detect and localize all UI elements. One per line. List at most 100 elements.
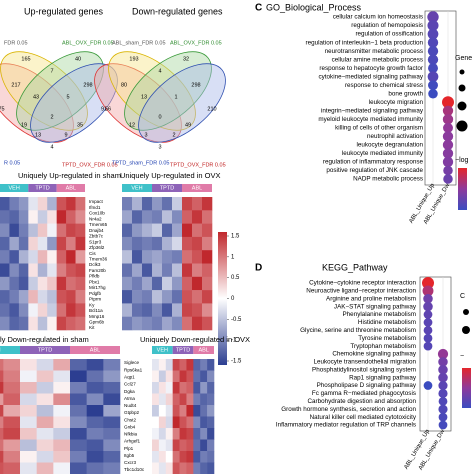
heatmap-cell — [18, 223, 29, 238]
gene-label: Impact — [89, 199, 104, 204]
dot — [423, 301, 433, 312]
heatmap-cell — [0, 439, 4, 452]
heatmap-cell — [103, 370, 121, 383]
heatmap-cell — [193, 382, 201, 394]
group-header — [70, 346, 120, 354]
heatmap-cell — [18, 250, 29, 264]
term-label: neurotransmitter metabolic process — [325, 48, 423, 55]
heatmap-cell — [172, 416, 180, 429]
dot — [443, 165, 453, 176]
heatmap-cell — [186, 393, 194, 406]
gene-label: Arhgef1 — [124, 439, 141, 444]
term-label: bone growth — [388, 90, 423, 97]
heatmap-cell — [66, 210, 76, 224]
heatmap-cell — [47, 290, 57, 304]
heatmap-cell — [202, 276, 213, 291]
venn-count: 13 — [35, 132, 41, 138]
heatmap-cell — [142, 276, 153, 291]
heatmap-cell — [103, 416, 121, 429]
heatmap-cell — [0, 393, 4, 406]
colorbar-label: -0.5 — [231, 317, 242, 323]
group-header — [172, 346, 194, 354]
gene-label: Siglece — [124, 360, 140, 365]
heatmap-cell — [162, 250, 173, 264]
heatmap-cell — [193, 462, 201, 474]
heatmap-cell — [158, 405, 167, 417]
heatmap-cell — [172, 210, 183, 224]
group-label: VEH — [0, 347, 1, 353]
gene-label: Bcl11a — [89, 308, 103, 313]
heatmap-cell — [9, 197, 20, 211]
heatmap-cell — [47, 197, 57, 211]
heatmap-cell — [56, 210, 67, 224]
heatmap-cell — [3, 405, 21, 417]
heatmap-cell — [152, 382, 160, 394]
heatmap-cell — [182, 263, 193, 278]
heatmap-cell — [3, 416, 21, 429]
dot — [442, 131, 454, 142]
venn-set-label: ABL_OVX_FDR 0.05 — [170, 40, 222, 46]
heatmap-cell — [158, 428, 167, 440]
heatmap-cell — [192, 316, 203, 331]
dot — [438, 404, 448, 414]
heatmap-cell — [53, 370, 71, 383]
heatmap-cell — [9, 263, 20, 278]
heatmap-cell — [86, 451, 104, 463]
heatmap-cell — [202, 197, 213, 211]
heatmap-cell — [3, 451, 21, 463]
heatmap-cell — [86, 393, 104, 406]
dot — [438, 396, 448, 406]
heatmap-cell — [162, 236, 173, 251]
heatmap-cell — [20, 370, 37, 383]
term-label: Inflammatory mediator regulation of TRP … — [276, 422, 416, 429]
heatmap-cell — [207, 439, 215, 452]
heatmap-cell — [9, 223, 20, 238]
heatmap-cell — [172, 370, 180, 383]
heatmap-cell — [70, 393, 87, 406]
venn-set — [30, 63, 118, 143]
gene-label: Tmem65 — [89, 222, 108, 227]
dot — [427, 37, 439, 48]
heatmap-cell — [192, 236, 203, 251]
heatmap-cell — [172, 462, 180, 474]
heatmap-cell — [152, 263, 163, 278]
heatmap-cell — [75, 276, 86, 291]
heatmap-cell — [53, 405, 71, 417]
term-label: leukocyte degranulation — [356, 142, 423, 149]
dot — [427, 11, 439, 23]
group-label: TPTD — [38, 347, 52, 353]
heatmap-cell — [53, 462, 71, 474]
term-label: Growth hormone synthesis, secretion and … — [281, 406, 416, 413]
gene-label: Pdgfb — [89, 291, 101, 296]
term-label: Histidine metabolism — [358, 319, 416, 326]
heatmap-cell — [165, 382, 173, 394]
size-legend-title: Gene — [455, 55, 472, 62]
heatmap-cell — [165, 370, 173, 383]
term-label: Rap1 signaling pathway — [349, 374, 417, 381]
dot — [427, 28, 439, 40]
gene-label: Zfp36l2 — [89, 245, 105, 250]
group-header — [20, 346, 70, 354]
dot — [438, 365, 448, 375]
dot — [428, 63, 438, 74]
heatmap-cell — [103, 359, 121, 371]
heatmap-cell — [75, 290, 86, 304]
heatmap-cell — [3, 359, 21, 371]
gene-label: Tmem36 — [89, 256, 108, 261]
dot — [442, 148, 454, 159]
term-label: leukocyte migration — [369, 99, 424, 106]
venn-set — [108, 51, 196, 131]
heatmap-cell — [122, 210, 133, 224]
heatmap-cell — [162, 276, 173, 291]
heatmap-cell — [132, 210, 143, 224]
heatmap-cell — [132, 250, 143, 264]
heatmap-cell — [179, 405, 187, 417]
heatmap-cell — [186, 439, 194, 452]
group-label: ABL — [192, 185, 202, 191]
heatmap-cell — [103, 439, 121, 452]
term-label: Carbohydrate digestion and absorption — [307, 398, 416, 405]
venn-count: 175 — [0, 106, 5, 112]
heatmap-cell — [37, 303, 48, 317]
venn-count: 193 — [129, 56, 138, 62]
gene-label: Cxcr3 — [124, 460, 136, 465]
